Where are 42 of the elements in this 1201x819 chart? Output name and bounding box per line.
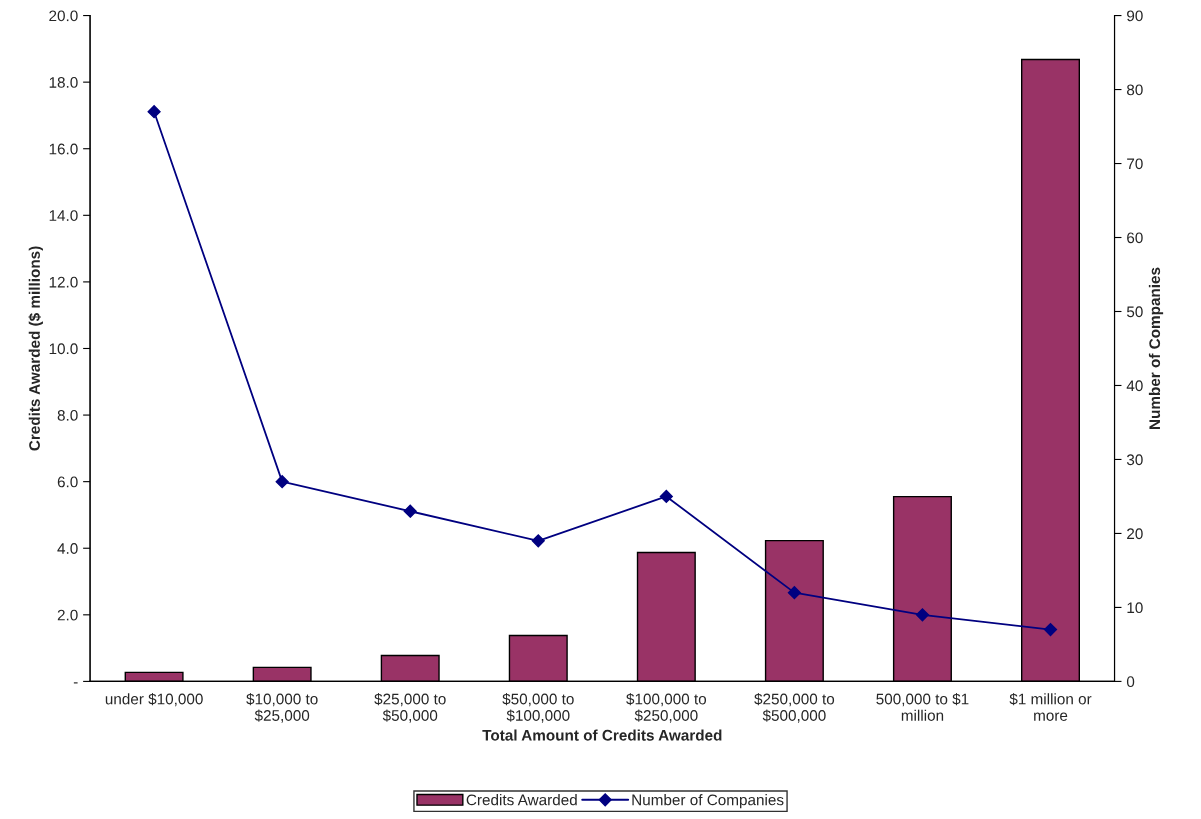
y-tick-label: 16.0: [49, 143, 78, 155]
y2-tick-label: 90: [1127, 10, 1143, 22]
legend-label: Credits Awarded: [466, 794, 577, 806]
point: [275, 475, 289, 489]
y2-tick-label: 10: [1127, 602, 1143, 614]
y-tick-label: 6.0: [57, 476, 78, 488]
x-tick-label: under $10,000: [105, 692, 203, 707]
x-tick-label: $25,000 to $50,000: [374, 692, 446, 723]
y-tick-label: 2.0: [57, 609, 78, 621]
x-tick-label: $50,000 to $100,000: [502, 692, 574, 723]
y-tick-label: 18.0: [49, 77, 78, 88]
y2-tick-label: 20: [1127, 528, 1143, 540]
y2-axis-title: Number of Companies: [1148, 267, 1164, 429]
x-tick-label: $1 million or more: [1009, 692, 1092, 721]
x-tick-label: $10,000 to $25,000: [246, 692, 318, 723]
y2-tick-label: 80: [1127, 84, 1143, 96]
point: [1043, 623, 1058, 637]
point: [659, 489, 673, 504]
x-tick-label: $100,000 to $250,000: [626, 692, 707, 723]
y-axis-title: Credits Awarded ($ millions): [28, 246, 43, 451]
point: [531, 534, 545, 548]
y-tick-label: -: [73, 682, 78, 684]
y2-tick-label: 50: [1126, 306, 1143, 318]
point: [915, 608, 930, 622]
point: [147, 105, 161, 119]
x-axis-title: Total Amount of Credits Awarded: [482, 729, 722, 741]
y-tick-label: 4.0: [57, 543, 78, 554]
y2-tick-label: 40: [1126, 380, 1143, 392]
y2-tick-label: 60: [1127, 232, 1143, 244]
x-tick-label: 500,000 to $1 million: [876, 692, 969, 721]
y-tick-label: 20.0: [49, 10, 78, 22]
point: [787, 586, 801, 600]
y-tick-label: 10.0: [49, 343, 78, 355]
y-tick-label: 12.0: [49, 276, 78, 288]
x-tick-label: $250,000 to $500,000: [754, 692, 835, 723]
y-tick-label: 8.0: [57, 409, 78, 421]
y-tick-label: 14.0: [49, 210, 78, 221]
point: [403, 504, 417, 518]
y2-tick-label: 70: [1127, 158, 1143, 170]
legend-label: Number of Companies: [632, 794, 784, 809]
y2-tick-label: 0: [1126, 676, 1135, 688]
y2-tick-label: 30: [1126, 454, 1143, 466]
